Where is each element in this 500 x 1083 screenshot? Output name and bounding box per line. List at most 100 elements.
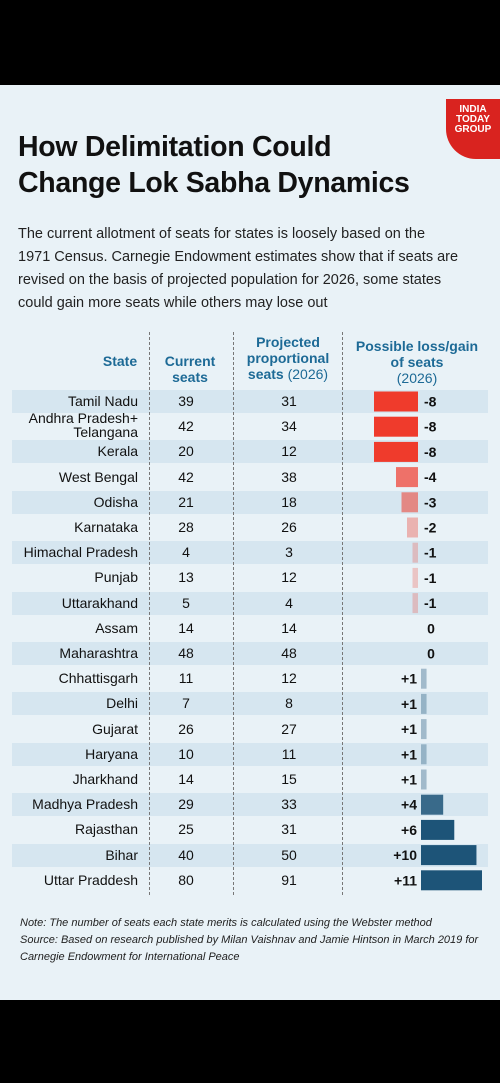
change-label: +1 <box>401 772 417 788</box>
header-change-line-1: Possible loss/gain <box>355 338 479 354</box>
header-current: Current seats <box>154 353 226 385</box>
current-seats: 10 <box>178 745 194 762</box>
current-seats: 11 <box>178 670 194 687</box>
current-seats: 13 <box>178 569 194 586</box>
gain-bar <box>421 794 444 815</box>
projected-seats: 31 <box>281 821 297 838</box>
table-row: Tamil Nadu 39 31 <box>12 390 488 413</box>
header-projected-year: (2026) <box>287 366 329 382</box>
header-current-line-1: Current <box>164 353 216 369</box>
loss-bar <box>374 441 418 462</box>
change-label: -1 <box>424 595 437 611</box>
current-seats: 42 <box>178 468 194 485</box>
column-divider <box>149 332 150 895</box>
table-row: Haryana 10 11 <box>12 742 488 766</box>
state-name: Himachal Pradesh <box>12 541 138 564</box>
state-name: Karnataka <box>12 516 138 539</box>
state-name-line: Himachal Pradesh <box>23 544 138 561</box>
intro-line-4: could gain more seats while others may l… <box>18 295 328 311</box>
change-label: +11 <box>394 872 417 888</box>
change-label: 0 <box>427 646 435 662</box>
current-seats: 80 <box>178 871 194 888</box>
state-name: Delhi <box>12 692 138 715</box>
projected-seats: 12 <box>281 670 297 687</box>
state-name-line: Rajasthan <box>74 821 138 838</box>
header-current-line-2: seats <box>172 369 208 385</box>
table-row: Uttar Praddesh 80 91 <box>12 869 488 892</box>
state-name-line: Chhattisgarh <box>58 670 138 687</box>
state-name: Rajasthan <box>12 818 138 841</box>
loss-bar <box>401 492 418 513</box>
projected-seats: 12 <box>281 443 297 460</box>
gain-bar <box>421 693 427 714</box>
gain-bar <box>421 845 477 866</box>
projected-seats: 48 <box>281 645 297 661</box>
header-state: State <box>90 353 150 369</box>
state-name-line: Gujarat <box>92 720 138 737</box>
table-row: Maharashtra 48 48 <box>12 642 488 665</box>
state-name: Tamil Nadu <box>12 390 138 413</box>
state-name: Kerala <box>12 440 138 463</box>
projected-seats: 18 <box>281 493 297 510</box>
loss-bar <box>407 517 418 538</box>
projected-seats: 38 <box>281 468 297 485</box>
loss-bar <box>412 593 418 614</box>
state-name: Gujarat <box>12 718 138 741</box>
intro-text: The current allotment of seats for state… <box>18 223 486 315</box>
state-name: Bihar <box>12 844 138 867</box>
state-name-line: West Bengal <box>58 468 138 485</box>
current-seats: 14 <box>178 619 194 636</box>
state-name-line: Kerala <box>97 443 138 460</box>
projected-seats: 26 <box>281 519 297 535</box>
change-label: -3 <box>424 494 437 510</box>
table-row: Assam 14 14 <box>12 617 488 640</box>
state-name-line: Haryana <box>85 745 138 762</box>
column-divider <box>342 332 343 895</box>
projected-seats: 11 <box>281 745 297 762</box>
column-divider <box>233 332 234 895</box>
header-projected-line-2: proportional <box>246 350 330 366</box>
current-seats: 29 <box>178 796 194 813</box>
change-label: +1 <box>401 671 417 687</box>
header-projected: Projected proportional seats (2026) <box>236 334 340 382</box>
gain-bar <box>421 769 427 790</box>
state-name: Madhya Pradesh <box>12 793 138 816</box>
change-label: +1 <box>401 721 417 737</box>
change-label: -8 <box>424 394 437 410</box>
table-row: Odisha 21 18 <box>12 490 488 514</box>
table-row: Rajasthan 25 31 <box>12 818 488 841</box>
projected-seats: 4 <box>285 594 293 611</box>
state-name: Jharkhand <box>12 768 138 791</box>
current-seats: 42 <box>178 418 194 435</box>
intro-line-3: revised on the basis of projected popula… <box>18 272 442 288</box>
change-label: +4 <box>401 797 417 813</box>
projected-seats: 15 <box>281 771 297 787</box>
header-projected-line-1: Projected <box>256 334 320 350</box>
state-name: Uttarakhand <box>12 592 138 615</box>
intro-line-1: The current allotment of seats for state… <box>18 226 426 242</box>
gain-bar <box>421 870 482 891</box>
gain-bar <box>421 744 427 765</box>
change-label: -2 <box>424 520 437 536</box>
current-seats: 7 <box>182 695 190 712</box>
projected-seats: 34 <box>281 418 297 435</box>
intro-line-2: 1971 Census. Carnegie Endowment estimate… <box>18 249 459 265</box>
change-label: -1 <box>424 545 437 561</box>
loss-bar <box>412 567 418 588</box>
projected-seats: 3 <box>285 544 293 561</box>
chart-title: How Delimitation Could Change Lok Sabha … <box>18 129 410 201</box>
state-name-line: Uttar Praddesh <box>43 871 138 888</box>
state-name-line: Delhi <box>106 695 138 712</box>
table-row: Jharkhand 14 15 <box>12 768 488 791</box>
table-row: West Bengal 42 38 <box>12 466 488 489</box>
projected-seats: 14 <box>281 619 297 636</box>
current-seats: 28 <box>178 519 194 535</box>
table-row: Himachal Pradesh 4 3 <box>12 541 488 565</box>
state-name: West Bengal <box>12 466 138 489</box>
state-name-line: Maharashtra <box>59 645 138 661</box>
current-seats: 39 <box>178 393 194 409</box>
loss-bar <box>374 391 418 412</box>
current-seats: 21 <box>178 493 194 510</box>
table-row: Delhi 7 8 <box>12 692 488 716</box>
change-label: -8 <box>424 419 437 435</box>
